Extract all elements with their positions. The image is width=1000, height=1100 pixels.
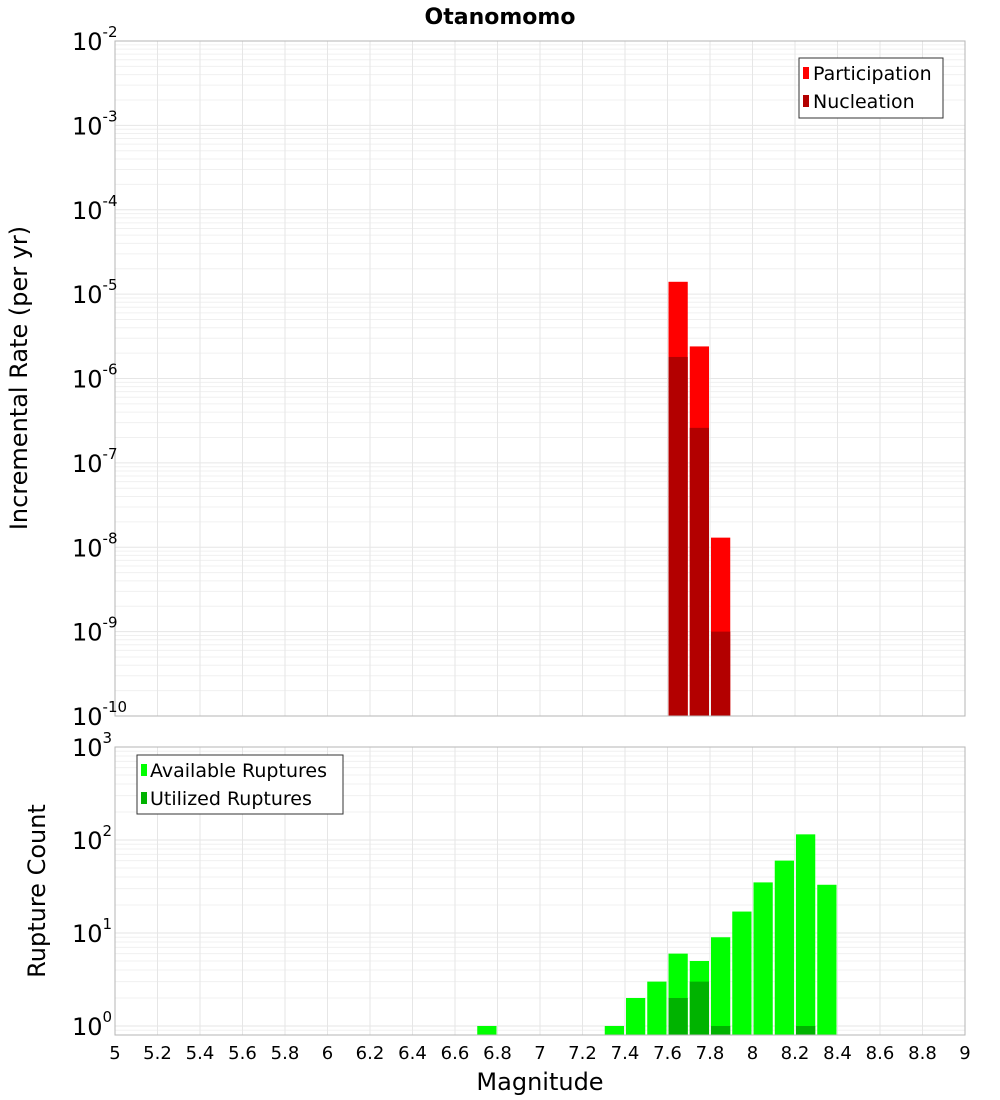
- x-axis-label: Magnitude: [476, 1068, 603, 1096]
- x-tick-label: 6.6: [441, 1043, 470, 1064]
- bottom-bars: [477, 834, 837, 1035]
- top-y-tick-label: 10-9: [72, 614, 118, 647]
- top-y-tick-label: 10-10: [72, 698, 127, 731]
- bottom-y-axis-label: Rupture Count: [23, 804, 51, 978]
- bar-nucleation: [668, 356, 688, 716]
- top-bars: [668, 281, 731, 716]
- legend-swatch-utilized: [141, 792, 147, 804]
- bottom-y-tick-label: 100: [72, 1008, 112, 1041]
- x-tick-label: 7.4: [611, 1043, 640, 1064]
- x-tick-label: 6: [322, 1043, 333, 1064]
- x-tick-label: 5.8: [271, 1043, 300, 1064]
- bottom-y-tick-labels: 103 102 101 100: [72, 729, 112, 1041]
- x-tick-label: 7.6: [653, 1043, 682, 1064]
- x-tick-label: 7.8: [696, 1043, 725, 1064]
- bar-nucleation: [689, 427, 709, 716]
- top-y-tick-label: 10-6: [72, 361, 118, 394]
- legend-label-utilized: Utilized Ruptures: [150, 788, 312, 810]
- bar-available-ruptures: [732, 911, 752, 1035]
- x-tick-label: 8.8: [908, 1043, 937, 1064]
- top-gridlines: [114, 41, 966, 717]
- bar-available-ruptures: [647, 981, 667, 1035]
- top-y-tick-label: 10-7: [72, 445, 118, 478]
- bar-utilized-ruptures: [796, 1025, 816, 1035]
- top-plot-frame: [114, 40, 966, 717]
- legend-swatch-participation: [803, 67, 809, 79]
- bar-utilized-ruptures: [668, 997, 688, 1035]
- x-tick-label: 8.6: [866, 1043, 895, 1064]
- x-tick-label: 5.4: [186, 1043, 215, 1064]
- x-tick-label: 6.4: [398, 1043, 427, 1064]
- top-legend: Participation Nucleation: [798, 57, 944, 119]
- x-tick-label: 6.2: [356, 1043, 385, 1064]
- x-tick-label: 8: [747, 1043, 758, 1064]
- legend-label-nucleation: Nucleation: [813, 91, 915, 113]
- x-tick-label: 8.2: [781, 1043, 810, 1064]
- top-y-tick-label: 10-4: [72, 192, 118, 225]
- bar-available-ruptures: [604, 1025, 624, 1035]
- top-y-tick-label: 10-2: [72, 23, 118, 56]
- top-y-tick-label: 10-5: [72, 276, 118, 309]
- chart-title: Otanomomo: [425, 5, 576, 30]
- top-y-tick-label: 10-3: [72, 107, 118, 140]
- bar-available-ruptures: [753, 882, 773, 1035]
- bar-available-ruptures: [711, 937, 731, 1035]
- bar-utilized-ruptures: [689, 981, 709, 1035]
- top-y-tick-labels: 10-2 10-3 10-4 10-5 10-6 10-7 10-8 10-9 10-10: [72, 23, 127, 731]
- bar-available-ruptures: [477, 1025, 497, 1035]
- legend-label-available: Available Ruptures: [150, 760, 327, 782]
- legend-label-participation: Participation: [813, 63, 932, 85]
- x-tick-label: 7.2: [568, 1043, 597, 1064]
- x-tick-label: 8.4: [823, 1043, 852, 1064]
- x-tick-label: 5.2: [143, 1043, 172, 1064]
- x-tick-label: 7: [534, 1043, 545, 1064]
- x-tick-label: 9: [959, 1043, 970, 1064]
- bar-available-ruptures: [817, 884, 837, 1035]
- bar-available-ruptures: [774, 860, 794, 1035]
- bottom-y-tick-label: 101: [72, 915, 112, 948]
- bottom-y-tick-label: 102: [72, 822, 112, 855]
- bar-nucleation: [711, 631, 731, 716]
- top-y-tick-label: 10-8: [72, 529, 118, 562]
- bottom-plot-frame: [114, 746, 966, 1036]
- x-tick-label: 6.8: [483, 1043, 512, 1064]
- x-tick-label: 5.6: [228, 1043, 257, 1064]
- bottom-y-tick-label: 103: [72, 729, 112, 762]
- legend-swatch-available: [141, 764, 147, 776]
- bar-utilized-ruptures: [711, 1025, 731, 1035]
- x-tick-labels: 5 5.2 5.4 5.6 5.8 6 6.2 6.4 6.6 6.8 7 7.2 7.4 7.6 7.8 8…: [109, 1043, 970, 1064]
- top-y-axis-label: Incremental Rate (per yr): [5, 226, 33, 530]
- x-tick-label: 5: [109, 1043, 120, 1064]
- bar-available-ruptures: [796, 834, 816, 1035]
- legend-swatch-nucleation: [803, 95, 809, 107]
- bar-available-ruptures: [626, 997, 646, 1035]
- bottom-legend: Available Ruptures Utilized Ruptures: [136, 754, 344, 815]
